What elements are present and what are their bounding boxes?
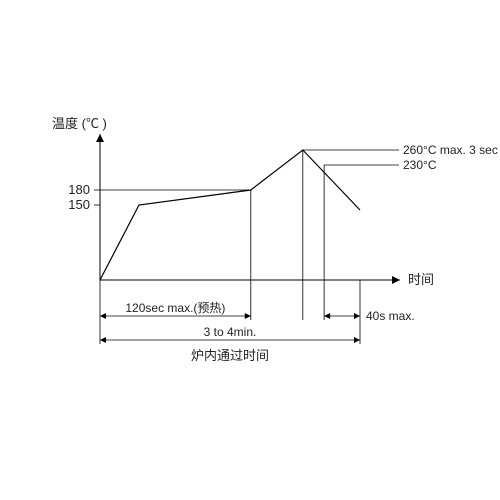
temperature-profile	[100, 150, 360, 280]
y-tick-label: 180	[68, 182, 90, 197]
peak-callout: 260°C max. 3 sec max.	[403, 143, 500, 157]
total-label: 3 to 4min.	[204, 325, 257, 339]
x-axis-title: 时间	[408, 272, 434, 287]
reflow-profile-chart: 温度 (℃ ) 时间 150180 260°C max. 3 sec max.230°…	[0, 0, 500, 500]
desc-callout: 230°C	[403, 158, 437, 172]
preheat-label: 120sec max.(预热)	[125, 301, 225, 315]
y-axis-title: 温度 (℃ )	[52, 116, 107, 131]
caption: 炉内通过时间	[191, 348, 269, 363]
y-tick-label: 150	[68, 197, 90, 212]
tail-label: 40s max.	[366, 309, 415, 323]
